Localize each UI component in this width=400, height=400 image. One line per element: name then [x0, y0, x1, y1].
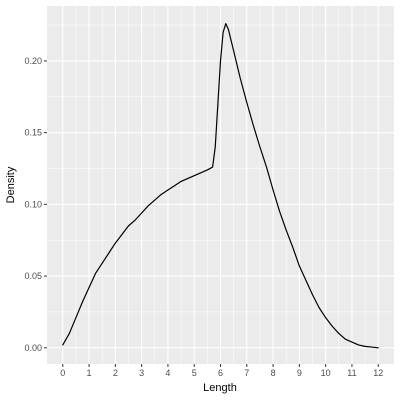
x-tick-label: 2: [113, 368, 118, 378]
y-tick-label: 0.05: [24, 271, 42, 281]
y-tick-label: 0.00: [24, 343, 42, 353]
x-tick-label: 1: [87, 368, 92, 378]
x-tick-label: 0: [60, 368, 65, 378]
y-tick-label: 0.20: [24, 56, 42, 66]
y-tick-label: 0.15: [24, 128, 42, 138]
x-tick-label: 7: [244, 368, 249, 378]
x-tick-label: 11: [347, 368, 356, 378]
minor-gridlines: [47, 6, 394, 364]
x-tick-label: 12: [373, 368, 383, 378]
x-tick-label: 5: [192, 368, 197, 378]
x-tick-label: 6: [218, 368, 223, 378]
x-tick-label: 9: [297, 368, 302, 378]
y-axis-title: Density: [5, 166, 17, 203]
series-layer: [62, 23, 379, 349]
density-curve: [62, 23, 379, 349]
axis-ticks: [44, 60, 379, 367]
x-tick-label: 8: [271, 368, 276, 378]
y-tick-label: 0.10: [24, 199, 42, 209]
x-axis-title: Length: [203, 382, 237, 394]
tick-labels: 0.000.050.100.150.200 1 2 3 4 5 6 7 8 9 10 11 12: [24, 56, 383, 378]
x-tick-label: 4: [165, 368, 170, 378]
x-tick-label: 10: [321, 368, 331, 378]
x-tick-label: 3: [139, 368, 144, 378]
